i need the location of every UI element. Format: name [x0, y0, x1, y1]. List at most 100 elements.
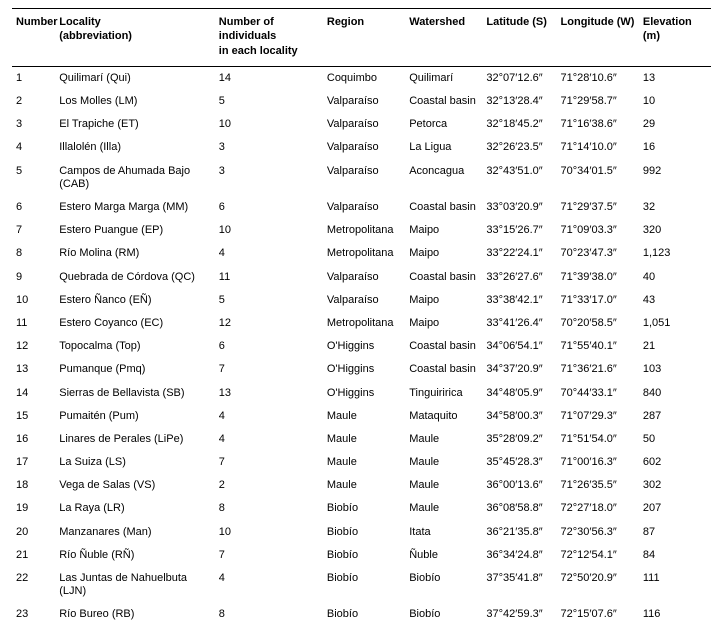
cell: 9: [12, 266, 55, 289]
cell: 992: [639, 160, 711, 196]
cell: 32: [639, 196, 711, 219]
cell: Las Juntas de Nahuelbuta (LJN): [55, 567, 215, 603]
table-header: Number Locality(abbreviation) Number of …: [12, 9, 711, 67]
cell: 37°35′41.8″: [482, 567, 556, 603]
table-row: 17La Suiza (LS)7MauleMaule35°45′28.3″71°…: [12, 451, 711, 474]
cell: Maule: [405, 474, 482, 497]
cell: 10: [215, 521, 323, 544]
cell: 111: [639, 567, 711, 603]
cell: 71°26′35.5″: [557, 474, 639, 497]
cell: 14: [215, 66, 323, 90]
cell: 33°41′26.4″: [482, 312, 556, 335]
cell: 84: [639, 544, 711, 567]
cell: Biobío: [323, 544, 405, 567]
cell: Quebrada de Córdova (QC): [55, 266, 215, 289]
cell: Maipo: [405, 289, 482, 312]
cell: 32°07′12.6″: [482, 66, 556, 90]
cell: 287: [639, 405, 711, 428]
cell: 32°43′51.0″: [482, 160, 556, 196]
cell: 11: [12, 312, 55, 335]
cell: 10: [215, 113, 323, 136]
cell: 116: [639, 603, 711, 626]
cell: 87: [639, 521, 711, 544]
col-individuals: Number of individualsin each locality: [215, 9, 323, 67]
cell: 72°15′07.6″: [557, 603, 639, 626]
cell: Estero Coyanco (EC): [55, 312, 215, 335]
cell: Maule: [323, 451, 405, 474]
cell: Mataquito: [405, 405, 482, 428]
cell: Valparaíso: [323, 136, 405, 159]
cell: 71°29′37.5″: [557, 196, 639, 219]
cell: O'Higgins: [323, 335, 405, 358]
table-row: 15Pumaitén (Pum)4MauleMataquito34°58′00.…: [12, 405, 711, 428]
cell: 1,051: [639, 312, 711, 335]
cell: 71°36′21.6″: [557, 358, 639, 381]
cell: 34°06′54.1″: [482, 335, 556, 358]
cell: La Suiza (LS): [55, 451, 215, 474]
cell: Valparaíso: [323, 160, 405, 196]
table-row: 3El Trapiche (ET)10ValparaísoPetorca32°1…: [12, 113, 711, 136]
cell: Aconcagua: [405, 160, 482, 196]
cell: Ñuble: [405, 544, 482, 567]
cell: 35°28′09.2″: [482, 428, 556, 451]
cell: 19: [12, 497, 55, 520]
cell: 72°12′54.1″: [557, 544, 639, 567]
cell: 71°14′10.0″: [557, 136, 639, 159]
cell: O'Higgins: [323, 382, 405, 405]
cell: 71°29′58.7″: [557, 90, 639, 113]
cell: Coastal basin: [405, 335, 482, 358]
cell: 72°50′20.9″: [557, 567, 639, 603]
cell: Maule: [323, 405, 405, 428]
cell: Valparaíso: [323, 266, 405, 289]
cell: Metropolitana: [323, 312, 405, 335]
cell: Maipo: [405, 312, 482, 335]
cell: 1: [12, 66, 55, 90]
cell: 33°26′27.6″: [482, 266, 556, 289]
table-row: 6Estero Marga Marga (MM)6ValparaísoCoast…: [12, 196, 711, 219]
cell: 4: [215, 405, 323, 428]
table-row: 21Río Ñuble (RÑ)7BiobíoÑuble36°34′24.8″7…: [12, 544, 711, 567]
cell: Maule: [405, 428, 482, 451]
table-row: 1Quilimarí (Qui)14CoquimboQuilimarí32°07…: [12, 66, 711, 90]
cell: Metropolitana: [323, 242, 405, 265]
cell: 21: [12, 544, 55, 567]
cell: Illalolén (Illa): [55, 136, 215, 159]
col-latitude: Latitude (S): [482, 9, 556, 67]
cell: 7: [12, 219, 55, 242]
cell: O'Higgins: [323, 358, 405, 381]
cell: 5: [12, 160, 55, 196]
cell: 16: [639, 136, 711, 159]
cell: 29: [639, 113, 711, 136]
table-row: 22Las Juntas de Nahuelbuta (LJN)4BiobíoB…: [12, 567, 711, 603]
cell: 11: [215, 266, 323, 289]
cell: 71°07′29.3″: [557, 405, 639, 428]
table-row: 14Sierras de Bellavista (SB)13O'HigginsT…: [12, 382, 711, 405]
cell: 10: [12, 289, 55, 312]
cell: Sierras de Bellavista (SB): [55, 382, 215, 405]
cell: 302: [639, 474, 711, 497]
cell: Maule: [323, 428, 405, 451]
cell: 8: [12, 242, 55, 265]
cell: Estero Ñanco (EÑ): [55, 289, 215, 312]
cell: 2: [215, 474, 323, 497]
cell: Pumaitén (Pum): [55, 405, 215, 428]
cell: 70°20′58.5″: [557, 312, 639, 335]
cell: Biobío: [405, 603, 482, 626]
cell: Biobío: [323, 521, 405, 544]
cell: 22: [12, 567, 55, 603]
table-row: 16Linares de Perales (LiPe)4MauleMaule35…: [12, 428, 711, 451]
cell: 20: [12, 521, 55, 544]
cell: Campos de Ahumada Bajo (CAB): [55, 160, 215, 196]
cell: 2: [12, 90, 55, 113]
cell: 8: [215, 497, 323, 520]
cell: Río Molina (RM): [55, 242, 215, 265]
cell: 71°55′40.1″: [557, 335, 639, 358]
cell: 10: [215, 219, 323, 242]
cell: 840: [639, 382, 711, 405]
cell: 37°42′59.3″: [482, 603, 556, 626]
cell: Estero Marga Marga (MM): [55, 196, 215, 219]
cell: 12: [215, 312, 323, 335]
cell: 17: [12, 451, 55, 474]
cell: El Trapiche (ET): [55, 113, 215, 136]
table-row: 8Río Molina (RM)4MetropolitanaMaipo33°22…: [12, 242, 711, 265]
